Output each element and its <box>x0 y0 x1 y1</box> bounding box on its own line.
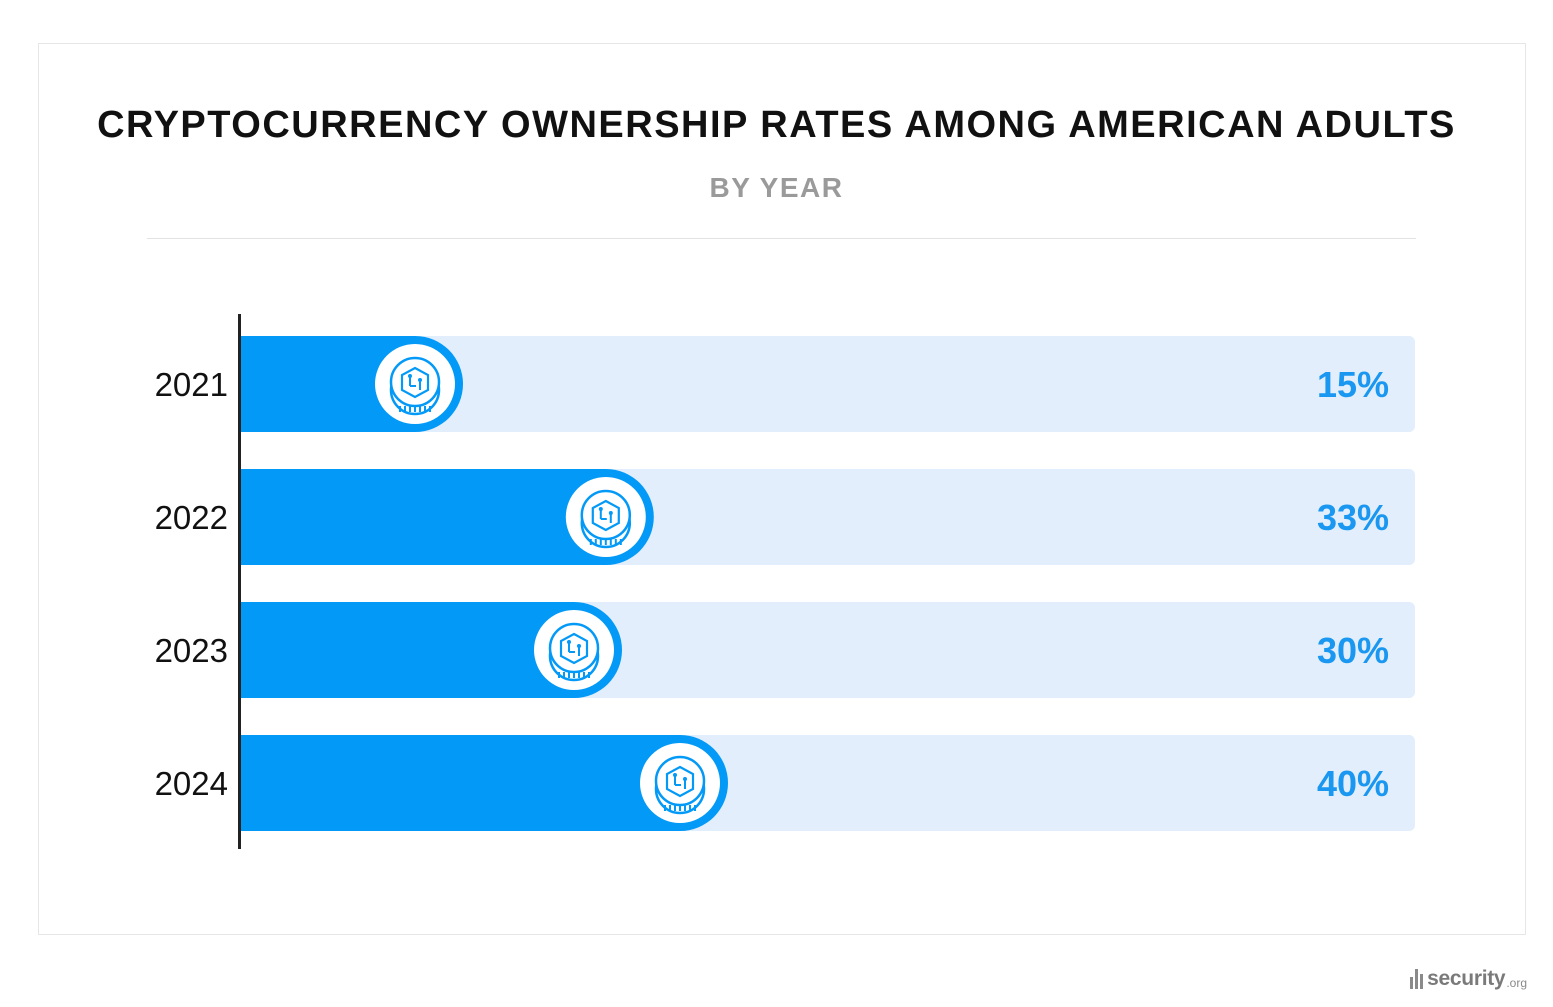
value-label: 40% <box>1317 763 1389 804</box>
logo-word: security <box>1427 967 1506 990</box>
bar-row: 2023 30% <box>155 602 1415 698</box>
bar <box>240 735 728 831</box>
category-label: 2021 <box>155 366 228 403</box>
bar <box>240 469 654 565</box>
chart-title: CRYPTOCURRENCY OWNERSHIP RATES AMONG AME… <box>97 104 1456 146</box>
value-label: 30% <box>1317 630 1389 671</box>
chart-subtitle: BY YEAR <box>709 172 844 203</box>
category-label: 2022 <box>155 499 228 536</box>
logo-tld: .org <box>1506 976 1527 990</box>
crypto-coin-icon <box>640 743 720 823</box>
title-divider <box>147 238 1416 239</box>
security-org-logo: security .org <box>1410 964 1527 994</box>
category-label: 2024 <box>155 765 228 802</box>
category-label: 2023 <box>155 632 228 669</box>
bar-row: 2022 33% <box>155 469 1415 565</box>
bar-track <box>240 336 1415 432</box>
value-label: 15% <box>1317 364 1389 405</box>
value-label: 33% <box>1317 497 1389 538</box>
bar-row: 2024 40% <box>155 735 1415 831</box>
crypto-coin-icon <box>534 610 614 690</box>
y-axis-line <box>238 314 241 849</box>
bar-row: 2021 15% <box>155 336 1415 432</box>
bar <box>240 602 622 698</box>
crypto-coin-icon <box>375 344 455 424</box>
logo-bars-icon <box>1410 969 1424 989</box>
crypto-coin-icon <box>565 477 646 557</box>
